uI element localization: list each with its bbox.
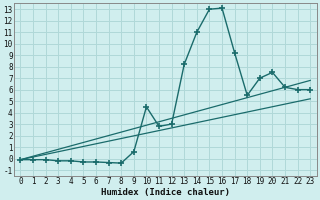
X-axis label: Humidex (Indice chaleur): Humidex (Indice chaleur) (101, 188, 230, 197)
